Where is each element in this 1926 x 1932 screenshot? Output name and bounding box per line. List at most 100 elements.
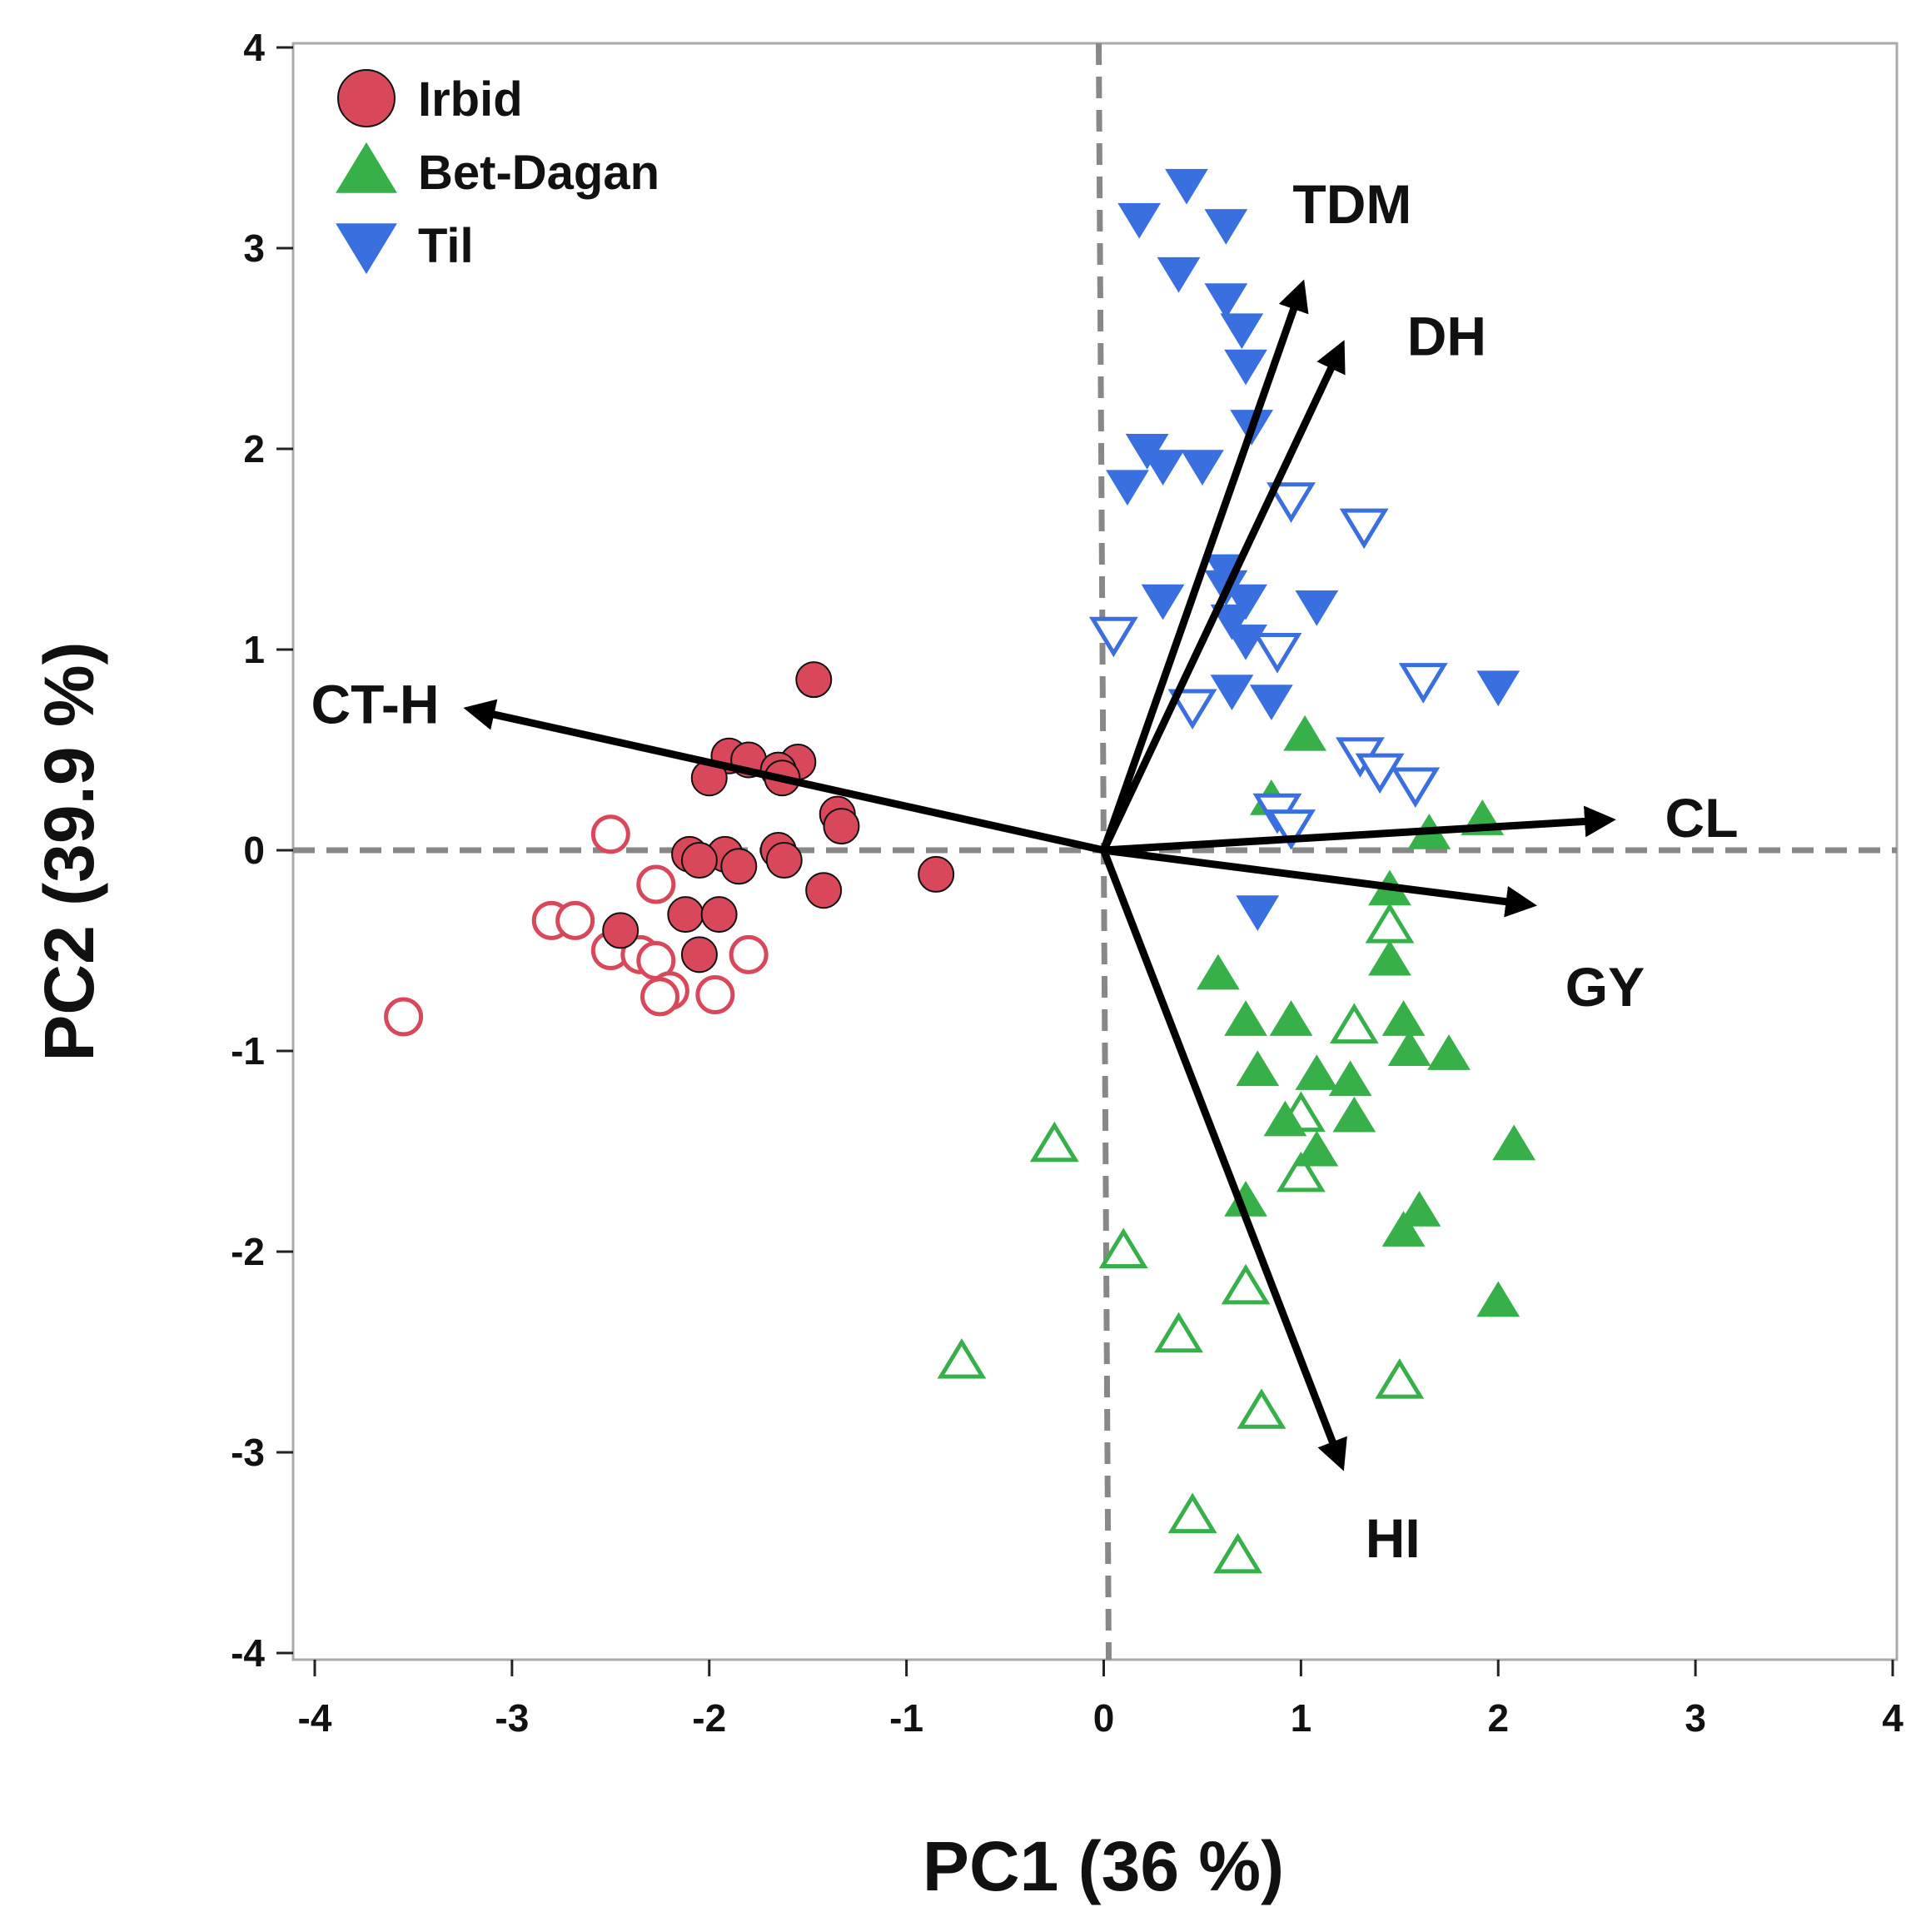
- vector-gy-arrow: [1102, 846, 1538, 918]
- bet-dagan-open-point: [1029, 1121, 1079, 1163]
- bet-dagan-filled-point: [1368, 939, 1411, 976]
- til-filled-point: [1249, 685, 1293, 720]
- irbid-open-point: [555, 900, 595, 940]
- vector-cl-arrow: [1103, 805, 1616, 854]
- vector-cl-label: CL: [1665, 787, 1739, 849]
- bet-dagan-filled-point: [1196, 954, 1240, 990]
- til-filled-point: [1204, 283, 1248, 319]
- irbid-filled-point: [720, 848, 758, 885]
- x-tick-label: 4: [1882, 1696, 1904, 1740]
- y-tick-label: -3: [231, 1431, 265, 1474]
- x-tick-label: -1: [889, 1696, 923, 1740]
- bet-dagan-filled-point: [1332, 1096, 1376, 1133]
- til-filled-point: [1117, 202, 1162, 239]
- legend-til-label: Til: [418, 219, 474, 273]
- bet-dagan-open-point: [1221, 1263, 1271, 1305]
- irbid-filled-point: [918, 855, 955, 893]
- bet-dagan-filled-point: [1283, 715, 1327, 751]
- til-filled-point: [1141, 450, 1185, 485]
- vector-tdm-arrow: [1100, 279, 1309, 852]
- x-tick-label: -4: [298, 1696, 332, 1740]
- til-open-point: [1167, 689, 1217, 730]
- y-tick-label: -1: [231, 1029, 265, 1073]
- bet-dagan-open-point: [1213, 1532, 1263, 1574]
- til-open-point: [1267, 482, 1316, 523]
- bet-dagan-open-point: [937, 1337, 987, 1379]
- legend-bet-dagan-marker: [336, 142, 397, 193]
- til-open-point: [1252, 633, 1302, 674]
- x-tick-label: 0: [1093, 1696, 1115, 1740]
- til-filled-point: [1106, 470, 1149, 506]
- irbid-open-point: [636, 864, 676, 904]
- vector-hi-label: HI: [1366, 1507, 1421, 1569]
- bet-dagan-filled-point: [1427, 1034, 1471, 1070]
- til-filled-point: [1236, 895, 1280, 932]
- til-filled-point: [1224, 349, 1267, 386]
- legend-til-marker: [336, 223, 397, 275]
- til-filled-point: [1220, 313, 1264, 350]
- til-filled-point: [1157, 256, 1201, 293]
- irbid-open-point: [590, 814, 630, 854]
- til-open-point: [1398, 663, 1448, 704]
- legend-item-til: Til: [336, 219, 474, 275]
- til-filled-point: [1204, 209, 1248, 245]
- bet-dagan-filled-point: [1381, 1211, 1426, 1247]
- irbid-filled-point: [680, 936, 718, 973]
- irbid-filled-point: [680, 842, 718, 879]
- bet-dagan-filled-point: [1492, 1124, 1536, 1161]
- y-axis-title: PC2 (39.9 %): [30, 641, 108, 1061]
- irbid-open-point: [384, 997, 424, 1037]
- x-tick-label: 1: [1291, 1696, 1312, 1740]
- irbid-filled-point: [700, 896, 738, 934]
- irbid-filled-point: [765, 842, 803, 879]
- til-filled-point: [1210, 604, 1254, 640]
- vector-tdm-label: TDM: [1292, 173, 1411, 235]
- til-open-point: [1355, 753, 1405, 794]
- x-tick-label: -3: [495, 1696, 529, 1740]
- legend-item-bet-dagan: Bet-Dagan: [336, 142, 659, 200]
- irbid-open-point: [729, 934, 769, 974]
- irbid-filled-point: [823, 808, 860, 845]
- y-tick-label: -2: [231, 1230, 265, 1273]
- vector-gy-label: GY: [1565, 956, 1645, 1018]
- vector-ct-h-arrow: [463, 699, 1105, 854]
- vector-dh-arrow: [1100, 340, 1346, 852]
- legend-item-irbid: Irbid: [337, 69, 523, 127]
- bet-dagan-filled-point: [1387, 1030, 1431, 1066]
- bet-dagan-filled-point: [1269, 1000, 1313, 1036]
- legend-bet-dagan-label: Bet-Dagan: [418, 146, 659, 200]
- til-filled-point: [1476, 670, 1520, 707]
- til-filled-point: [1141, 584, 1185, 620]
- legend-irbid-label: Irbid: [418, 72, 523, 127]
- bet-dagan-open-point: [1167, 1492, 1217, 1534]
- vector-dh-label: DH: [1407, 306, 1486, 367]
- bet-dagan-open-point: [1098, 1227, 1148, 1268]
- bet-dagan-open-point: [1276, 1151, 1326, 1193]
- y-tick-label: 4: [243, 26, 265, 69]
- til-open-point: [1088, 616, 1138, 658]
- til-open-point: [1391, 767, 1441, 809]
- legend-irbid-marker: [337, 69, 396, 127]
- y-tick-label: 1: [243, 628, 265, 671]
- bet-dagan-open-point: [1237, 1388, 1286, 1429]
- irbid-open-point: [640, 977, 680, 1017]
- til-open-point: [1267, 809, 1316, 850]
- vector-hi-arrow: [1100, 849, 1347, 1471]
- irbid-filled-point: [805, 872, 843, 909]
- vector-ct-h-label: CT-H: [311, 673, 440, 734]
- x-tick-label: 3: [1685, 1696, 1706, 1740]
- bet-dagan-filled-point: [1263, 1100, 1307, 1137]
- bet-dagan-open-point: [1375, 1358, 1425, 1399]
- irbid-filled-point: [795, 661, 833, 699]
- y-tick-label: -4: [231, 1631, 265, 1675]
- y-tick-label: 3: [243, 227, 265, 270]
- x-tick-label: 2: [1487, 1696, 1509, 1740]
- irbid-open-point: [695, 975, 735, 1015]
- bet-dagan-filled-point: [1397, 1191, 1441, 1227]
- bet-dagan-filled-point: [1381, 1000, 1426, 1036]
- x-axis-title: PC1 (36 %): [923, 1827, 1284, 1905]
- irbid-filled-point: [602, 912, 640, 949]
- y-tick-label: 2: [243, 427, 265, 471]
